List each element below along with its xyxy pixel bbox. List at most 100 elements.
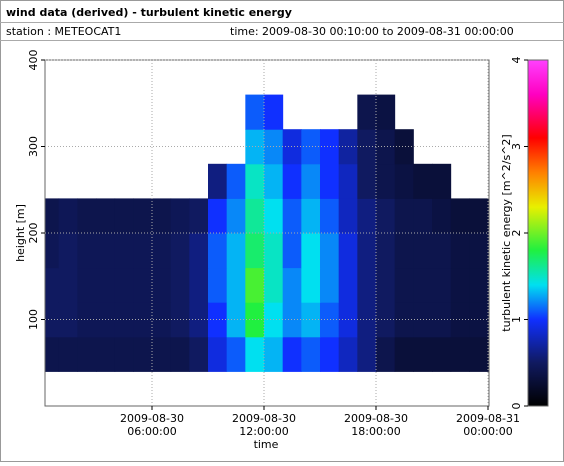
heat-cell	[469, 198, 489, 234]
heat-cell	[432, 267, 452, 303]
heat-cell	[208, 267, 228, 303]
heat-cell	[450, 336, 470, 372]
heat-cell	[264, 198, 284, 234]
heat-cell	[469, 302, 489, 338]
heat-cell	[320, 302, 340, 338]
heat-cell	[469, 267, 489, 303]
heat-cell	[152, 233, 172, 269]
x-tick-label-line: 18:00:00	[351, 425, 400, 438]
heat-cell	[208, 198, 228, 234]
heat-cell	[338, 198, 358, 234]
heat-cell	[282, 267, 302, 303]
heat-cell	[413, 198, 433, 234]
heat-cell	[58, 198, 78, 234]
heat-cell	[357, 94, 377, 130]
colorbar-tick-label: 3	[510, 143, 523, 150]
y-tick-label: 200	[27, 223, 40, 244]
heat-cell	[338, 267, 358, 303]
heat-cell	[413, 302, 433, 338]
heat-cell	[58, 336, 78, 372]
colorbar-tick-label: 2	[510, 230, 523, 237]
heat-cell	[133, 198, 153, 234]
heat-cell	[245, 336, 265, 372]
heat-cell	[394, 163, 414, 199]
heat-cell	[394, 267, 414, 303]
heat-cell	[357, 267, 377, 303]
heat-cell	[245, 267, 265, 303]
heat-cell	[338, 336, 358, 372]
colorbar-tick-label: 1	[510, 316, 523, 323]
heat-cell	[77, 198, 97, 234]
heat-cell	[114, 233, 134, 269]
heat-cell	[208, 233, 228, 269]
x-tick-label: 2009-08-30 06:00:00	[120, 412, 184, 438]
heat-cell	[170, 267, 190, 303]
heat-cell	[301, 233, 321, 269]
heat-cell	[394, 302, 414, 338]
heat-cell	[226, 267, 246, 303]
heat-cell	[301, 302, 321, 338]
x-tick-label-line: 2009-08-30	[232, 412, 296, 425]
heat-cell	[77, 233, 97, 269]
heat-cell	[133, 302, 153, 338]
heat-cell	[320, 198, 340, 234]
heat-cell	[413, 163, 433, 199]
x-tick-label-line: 12:00:00	[239, 425, 288, 438]
x-tick-label-line: 2009-08-30	[120, 412, 184, 425]
heat-cell	[469, 336, 489, 372]
heat-cell	[189, 233, 209, 269]
x-axis-label: time	[254, 438, 279, 451]
heat-cell	[152, 267, 172, 303]
colorbar	[527, 59, 549, 407]
heat-cell	[282, 336, 302, 372]
heat-cell	[450, 198, 470, 234]
heat-cell	[357, 233, 377, 269]
x-tick-label-line: 00:00:00	[463, 425, 512, 438]
heat-cell	[413, 233, 433, 269]
heat-cell	[189, 336, 209, 372]
heat-cell	[432, 163, 452, 199]
heat-cell	[450, 233, 470, 269]
heat-cell	[376, 302, 396, 338]
heat-cell	[413, 267, 433, 303]
heat-cell	[301, 198, 321, 234]
period: time: 2009-08-30 00:10:00 to 2009-08-31 …	[230, 25, 514, 38]
heat-cell	[114, 336, 134, 372]
heat-cell	[133, 233, 153, 269]
heat-cell	[264, 233, 284, 269]
heat-cell	[114, 267, 134, 303]
station: station : METEOCAT1	[6, 25, 121, 38]
heat-cell	[301, 267, 321, 303]
heat-cell	[357, 163, 377, 199]
heat-cell	[45, 336, 60, 372]
heat-cell	[133, 336, 153, 372]
heat-cell	[413, 336, 433, 372]
heat-cell	[432, 336, 452, 372]
heat-cell	[320, 129, 340, 165]
heat-cell	[432, 233, 452, 269]
heat-cell	[77, 267, 97, 303]
heat-cell	[264, 336, 284, 372]
heat-cell	[357, 336, 377, 372]
heat-cell	[226, 163, 246, 199]
heat-cell	[58, 267, 78, 303]
heat-cell	[96, 198, 116, 234]
heat-cell	[189, 267, 209, 303]
heat-cell	[264, 267, 284, 303]
heat-cell	[338, 163, 358, 199]
heat-cell	[245, 302, 265, 338]
heat-cell	[45, 233, 60, 269]
colorbar-tick-label: 4	[510, 57, 523, 64]
heat-cell	[469, 233, 489, 269]
heat-cell	[96, 233, 116, 269]
colorbar-label: turbulent kinetic energy [m^2/s^2]	[500, 134, 513, 331]
heat-cell	[133, 267, 153, 303]
heat-cell	[320, 267, 340, 303]
heat-cell	[376, 94, 396, 130]
heat-cell	[245, 163, 265, 199]
heat-cell	[189, 198, 209, 234]
heat-cell	[301, 163, 321, 199]
heat-cell	[58, 302, 78, 338]
x-tick-label: 2009-08-30 12:00:00	[232, 412, 296, 438]
heat-cell	[77, 302, 97, 338]
